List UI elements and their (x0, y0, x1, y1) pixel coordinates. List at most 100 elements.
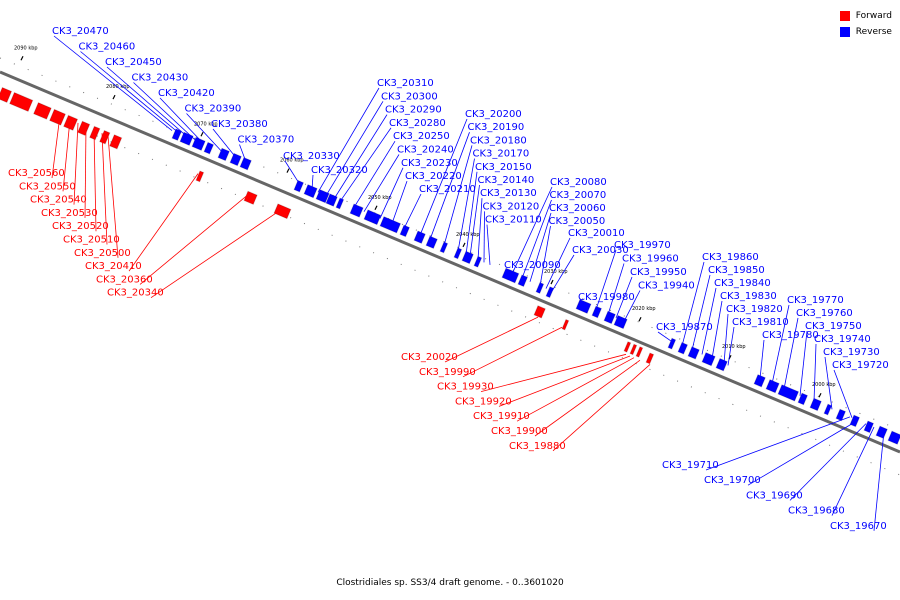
gene-label: CK3_20110 (485, 215, 542, 226)
gene-label: CK3_20060 (549, 203, 606, 214)
gene-label: CK3_19810 (732, 317, 789, 328)
label-leader (831, 426, 875, 516)
gene-label: CK3_20090 (504, 260, 561, 271)
gene-label: CK3_20020 (401, 352, 458, 363)
kbp-tick (200, 132, 204, 137)
label-leader (53, 35, 173, 131)
legend-reverse: Reverse (839, 24, 892, 40)
label-leader (311, 174, 314, 190)
reverse-gene (765, 379, 780, 394)
label-leader (128, 173, 199, 272)
label-leader (486, 224, 491, 265)
gene-group (0, 86, 900, 445)
gene-label: CK3_20250 (393, 131, 450, 142)
gene-label: CK3_19860 (702, 252, 759, 263)
gene-label: CK3_19670 (830, 521, 887, 532)
reverse-gene (453, 247, 463, 260)
gene-label: CK3_20230 (401, 158, 458, 169)
gene-label: CK3_19760 (796, 308, 853, 319)
label-leader (824, 356, 833, 410)
gene-label: CK3_20340 (107, 288, 164, 299)
kbp-tick-label: 2040 kbp (456, 232, 480, 238)
forward-gene (629, 343, 638, 356)
label-leader (498, 355, 631, 407)
label-leader (511, 186, 553, 275)
gene-label: CK3_20130 (480, 188, 537, 199)
kbp-tick (818, 392, 822, 398)
label-leader (465, 171, 478, 255)
label-leader (106, 66, 189, 138)
gene-label: CK3_20380 (211, 119, 268, 130)
label-leader (80, 51, 181, 135)
reverse-gene (545, 286, 555, 299)
forward-gene (623, 341, 632, 353)
reverse-gene (303, 183, 318, 199)
label-leader (552, 364, 651, 452)
label-leader (379, 167, 404, 219)
reverse-gene (863, 420, 875, 434)
gene-label: CK3_20430 (132, 73, 189, 84)
gene-label: CK3_19910 (473, 411, 530, 422)
label-leader (363, 154, 400, 212)
label-leader (51, 115, 61, 179)
forward-gene (243, 190, 258, 206)
label-leader (607, 263, 625, 315)
reverse-gene (603, 310, 616, 325)
reverse-gene (797, 392, 809, 406)
label-leader (133, 82, 197, 142)
label-leader (462, 326, 563, 378)
label-leader (159, 97, 205, 145)
reverse-gene (349, 203, 364, 218)
label-leader (783, 317, 799, 390)
reverse-gene (687, 346, 700, 360)
gene-label: CK3_20460 (79, 42, 136, 53)
gene-label: CK3_20410 (85, 261, 142, 272)
gene-label: CK3_20470 (52, 26, 109, 37)
forward-gene (561, 318, 570, 331)
label-leader (516, 357, 635, 422)
legend-forward-label: Forward (855, 11, 892, 21)
reverse-gene (179, 131, 194, 146)
reverse-gene (667, 337, 677, 350)
gene-label: CK3_19940 (638, 281, 695, 292)
gene-label: CK3_20360 (96, 274, 153, 285)
gene-label: CK3_19850 (708, 265, 765, 276)
kbp-tick (286, 168, 290, 173)
gene-label: CK3_20540 (30, 195, 87, 206)
forward-swatch (839, 11, 850, 21)
label-leader (705, 416, 851, 471)
gene-label: CK3_20290 (385, 105, 442, 116)
gene-label: CK3_20550 (19, 181, 76, 192)
label-leader (284, 160, 301, 185)
kbp-tick-label: 2000 kbp (812, 382, 836, 388)
label-leader (623, 290, 641, 322)
label-leader (403, 193, 422, 229)
label-leader (480, 353, 627, 392)
label-leader (723, 313, 729, 364)
label-leader (873, 431, 885, 531)
reverse-gene (335, 197, 345, 210)
reverse-gene (439, 241, 449, 254)
label-leader (93, 129, 97, 232)
label-leader (469, 184, 480, 257)
gene-label: CK3_20370 (238, 135, 295, 146)
label-leader (545, 237, 571, 289)
label-leader (429, 132, 470, 240)
gene-label: CK3_20500 (74, 248, 131, 259)
forward-gene (49, 108, 67, 126)
gene-label: CK3_20510 (63, 235, 120, 246)
gene-label: CK3_20010 (568, 228, 625, 239)
gene-label: CK3_20530 (41, 208, 98, 219)
gene-label: CK3_20030 (572, 245, 629, 256)
reverse-gene (823, 403, 833, 416)
label-leader (579, 301, 585, 305)
legend-reverse-label: Reverse (855, 27, 892, 37)
gene-label: CK3_20310 (377, 78, 434, 89)
gene-label: CK3_19920 (455, 396, 512, 407)
label-leader (419, 118, 468, 236)
gene-label: CK3_19980 (578, 292, 635, 303)
gene-label: CK3_19780 (762, 330, 819, 341)
reverse-gene (753, 373, 766, 388)
gene-label: CK3_19830 (720, 291, 777, 302)
gene-label: CK3_19720 (832, 360, 889, 371)
